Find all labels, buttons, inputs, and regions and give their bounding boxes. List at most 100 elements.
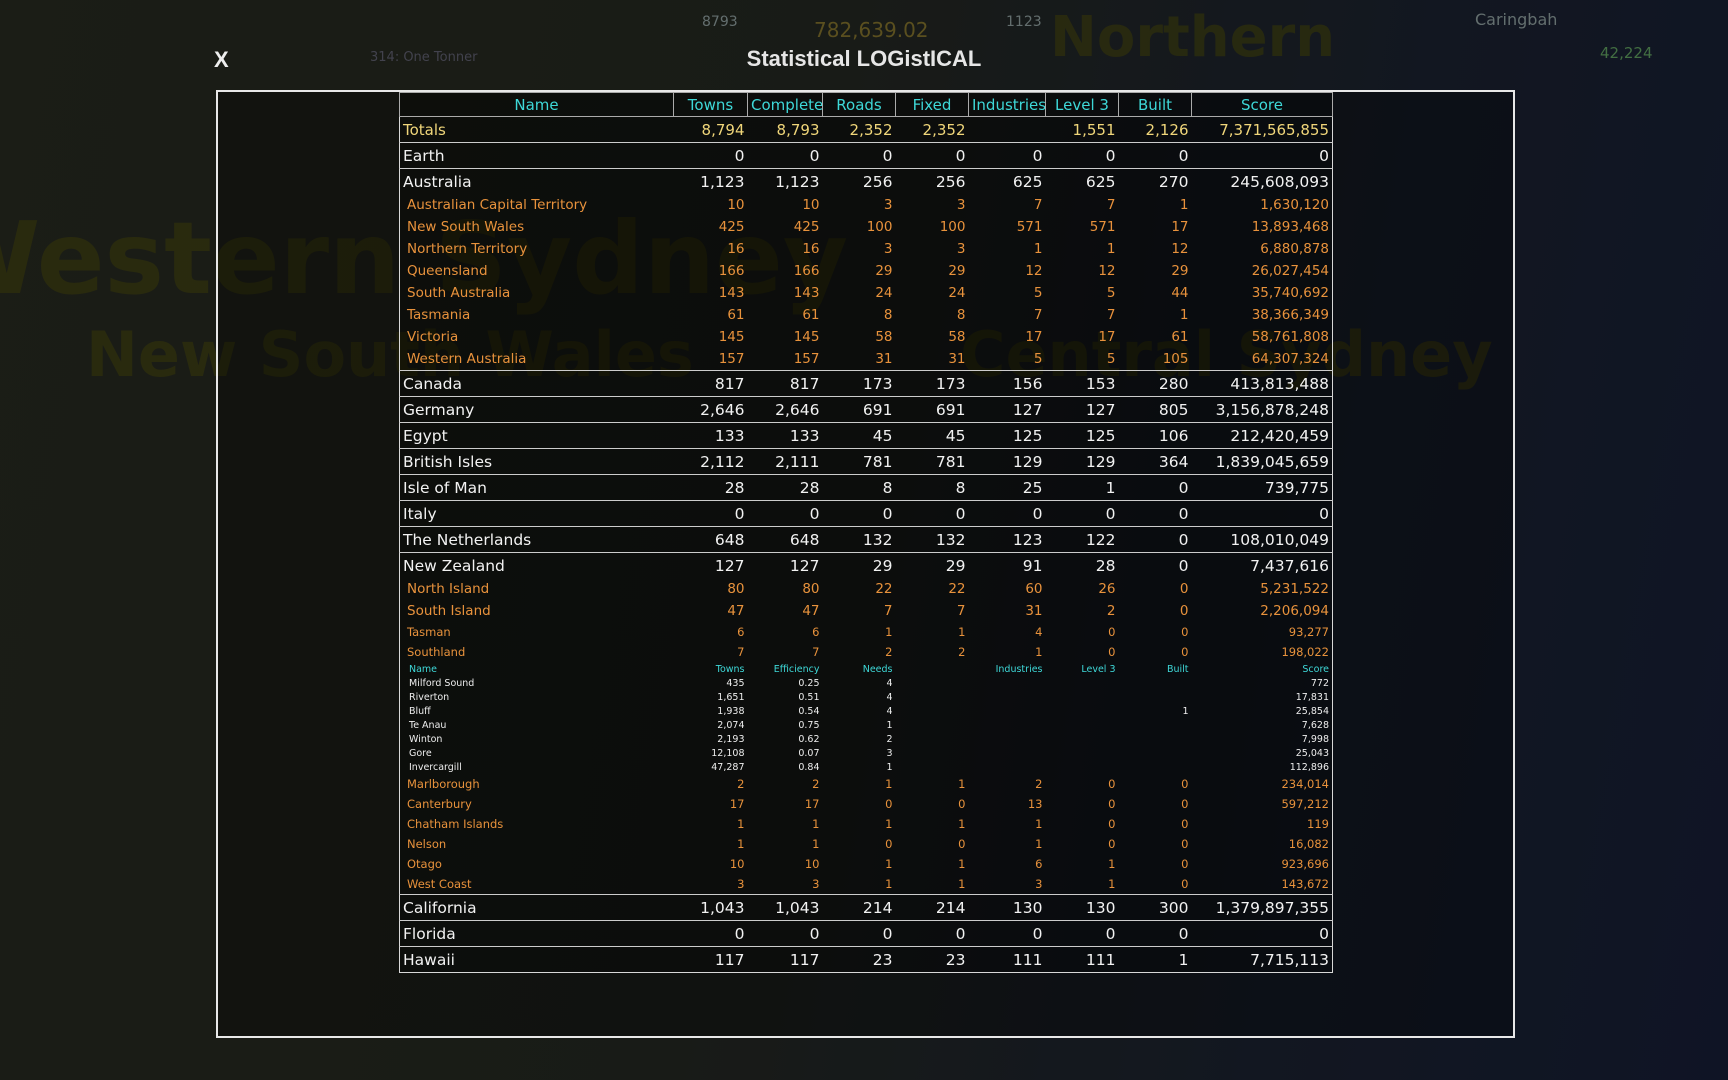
cell: 1	[1179, 197, 1189, 213]
cell: 28	[747, 474, 823, 501]
cell: Towns	[715, 663, 745, 675]
cell: 58	[875, 329, 893, 345]
table-row: Earth 0 0 0 0 0 0 0 0	[399, 142, 1333, 169]
column-header: Score	[1191, 92, 1333, 117]
cell: 22	[948, 581, 966, 597]
row-name: Egypt	[399, 422, 674, 449]
cell: 2	[737, 777, 745, 791]
cell: 123	[968, 526, 1046, 553]
table-row: Northern Territory 16 16 3 3 1 1 12 6,880,878	[400, 238, 1333, 260]
cell: 12,108	[711, 747, 745, 759]
cell	[1119, 732, 1192, 746]
cell: 425	[793, 219, 820, 235]
cell: 571	[1016, 219, 1043, 235]
cell: 2,352	[895, 116, 969, 143]
table-row: Isle of Man 28 28 8 8 25 1 0 739,775	[399, 474, 1333, 501]
cell: Built	[1166, 663, 1189, 675]
cell: 31	[1025, 603, 1043, 619]
cell: 817	[747, 370, 823, 397]
table-row: California 1,043 1,043 214 214 130 130 300 1,379…	[399, 894, 1333, 921]
cell: 0	[1179, 603, 1189, 619]
cell	[896, 690, 969, 704]
cell: 5	[1033, 351, 1043, 367]
cell: 0	[1045, 142, 1119, 169]
cell: 3	[956, 241, 966, 257]
row-name: South Island	[407, 603, 491, 619]
cell: 6	[812, 625, 820, 639]
table-row: West Coast 3 3 1 1 3 1 0 143,672	[400, 874, 1333, 895]
row-name: Te Anau	[409, 719, 447, 731]
cell: 7	[883, 603, 893, 619]
cell: 0	[822, 142, 896, 169]
row-name: Western Australia	[407, 351, 527, 367]
cell: 280	[1118, 370, 1192, 397]
cell: 156	[968, 370, 1046, 397]
cell: 597,212	[1281, 797, 1329, 811]
cell: 129	[968, 448, 1046, 475]
cell: 7	[1106, 307, 1116, 323]
cell: 0.75	[798, 719, 820, 731]
cell: Needs	[862, 663, 893, 675]
table-row: Invercargill 47,287 0.84 1 112,896	[400, 760, 1333, 774]
column-header: Level 3	[1045, 92, 1119, 117]
cell: 23	[822, 946, 896, 973]
cell: 0	[822, 920, 896, 947]
cell: 0	[1118, 526, 1192, 553]
cell: 61	[1171, 329, 1189, 345]
cell: 0	[1181, 817, 1189, 831]
cell: 0	[1181, 625, 1189, 639]
cell: 122	[1045, 526, 1119, 553]
cell: 8	[822, 474, 896, 501]
cell: 10	[802, 197, 820, 213]
cell: 173	[822, 370, 896, 397]
cell	[896, 676, 969, 690]
table-row: Canada 817 817 173 173 156 153 280 413,813,488	[399, 370, 1333, 397]
cell: 44	[1171, 285, 1189, 301]
cell: 1	[1179, 307, 1189, 323]
table-row: Otago 10 10 1 1 6 1 0 923,696	[400, 854, 1333, 874]
cell: 145	[718, 329, 745, 345]
table-row: Te Anau 2,074 0.75 1 7,628	[400, 718, 1333, 732]
cell: 8,794	[673, 116, 748, 143]
cell: 3,156,878,248	[1191, 396, 1333, 423]
row-name: Milford Sound	[409, 677, 475, 689]
table-row: Germany 2,646 2,646 691 691 127 127 805 3,156,87…	[399, 396, 1333, 423]
cell: 0	[1118, 552, 1192, 578]
cell: 4	[886, 677, 893, 689]
cell	[896, 732, 969, 746]
cell: 300	[1118, 894, 1192, 921]
cell: 0	[1118, 500, 1192, 527]
close-button[interactable]: X	[214, 47, 229, 72]
dialog-title: Statistical LOGistICAL	[746, 46, 982, 71]
cell: 91	[968, 552, 1046, 578]
cell: 23	[895, 946, 969, 973]
row-name: Chatham Islands	[407, 817, 504, 831]
row-name: Tasmania	[407, 307, 471, 323]
cell: 64,307,324	[1251, 351, 1329, 367]
table-row: North Island 80 80 22 22 60 26 0 5,231,522	[400, 578, 1333, 600]
cell: 17	[1025, 329, 1043, 345]
cell: 1	[885, 777, 893, 791]
row-name: New South Wales	[407, 219, 525, 235]
row-name: Germany	[399, 396, 674, 423]
cell	[969, 690, 1046, 704]
table-row: Hawaii 117 117 23 23 111 111 1 7,715,113	[399, 946, 1333, 973]
column-header: Roads	[822, 92, 896, 117]
cell: Score	[1302, 663, 1329, 675]
cell: 117	[747, 946, 823, 973]
cell: 6	[737, 625, 745, 639]
cell: 772	[1310, 677, 1329, 689]
cell: 7,437,616	[1191, 552, 1333, 578]
cell: 166	[718, 263, 745, 279]
table-row: Tasmania 61 61 8 8 7 7 1 38,366,349	[400, 304, 1333, 326]
cell: 8	[895, 474, 969, 501]
cell: 2,111	[747, 448, 823, 475]
cell: 1	[1108, 857, 1116, 871]
cell	[1046, 690, 1119, 704]
cell: 143	[718, 285, 745, 301]
table-row: Name Towns Efficiency Needs Industries Level …	[400, 662, 1333, 676]
cell: 127	[747, 552, 823, 578]
cell: 2,126	[1118, 116, 1192, 143]
cell: 0	[747, 500, 823, 527]
cell: 1	[958, 857, 966, 871]
